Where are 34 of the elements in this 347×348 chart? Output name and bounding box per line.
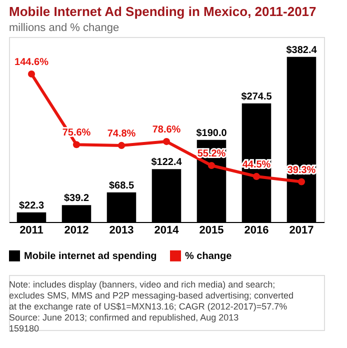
text: 159180 — [9, 324, 40, 334]
data-label: $22.3 — [18, 200, 44, 212]
data-label: 55.2% — [197, 148, 226, 160]
data-label: $274.5 — [241, 91, 272, 102]
data-label: 78.6% — [152, 124, 181, 136]
point — [162, 138, 170, 146]
x-tick-label: 2014 — [154, 224, 180, 236]
point — [118, 142, 126, 149]
data-label: $382.4 — [286, 44, 318, 56]
point — [298, 178, 306, 186]
data-label: $39.2 — [64, 193, 90, 204]
data-label: 144.6% — [14, 57, 49, 68]
x-tick-label: 2011 — [20, 224, 44, 236]
text: Note: includes display (banners, video and rich media) and search; excludes SMS, MMS and P2P messaging-based advertising; converted at the exchange rate of US$1=MXN13.16; CAGR (2012-2017)=57.7% — [9, 280, 294, 312]
data-label: 39.3% — [287, 164, 316, 176]
data-label: $190.0 — [196, 128, 228, 139]
point — [208, 162, 216, 170]
x-tick-label: 2012 — [64, 224, 89, 236]
x-tick-label: 2017 — [289, 224, 314, 236]
data-label: 74.8% — [107, 128, 136, 140]
data-label: $68.5 — [108, 180, 134, 192]
source-note: Source: June 2013; confirmed and republished, Aug 2013 — [9, 312, 239, 322]
point — [28, 70, 36, 78]
legend-label: Mobile internet ad spending — [24, 250, 157, 262]
x-tick-label: 2016 — [244, 224, 269, 236]
point — [252, 172, 260, 180]
chart-subtitle: millions and % change — [9, 22, 120, 34]
chart-title: Mobile Internet Ad Spending in Mexico, 2011-2017 — [9, 4, 316, 19]
x-tick-label: 2015 — [199, 224, 224, 236]
data-label: 44.5% — [242, 159, 271, 170]
point — [72, 141, 80, 148]
legend-label: % change — [185, 250, 232, 262]
x-tick-label: 2013 — [109, 224, 134, 236]
data-label: $122.4 — [151, 157, 182, 168]
